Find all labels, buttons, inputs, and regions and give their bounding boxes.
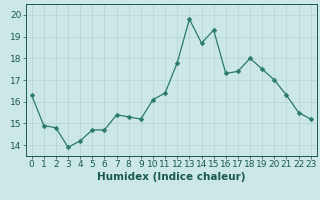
X-axis label: Humidex (Indice chaleur): Humidex (Indice chaleur)	[97, 172, 245, 182]
